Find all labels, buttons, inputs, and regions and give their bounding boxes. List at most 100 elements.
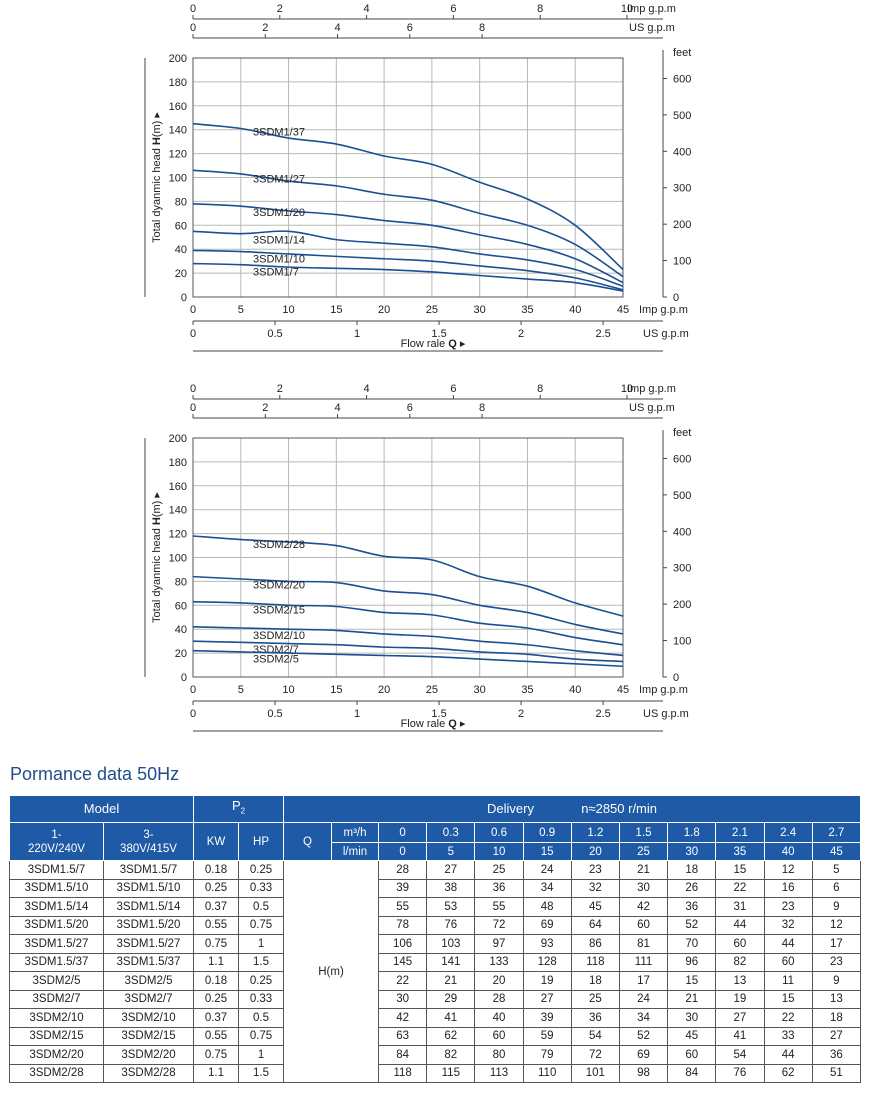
head-value: 98 xyxy=(618,1063,669,1083)
m3h-value: 1.2 xyxy=(570,822,620,843)
head-value: 72 xyxy=(570,1045,620,1065)
head-value: 5 xyxy=(811,860,862,880)
model-1ph: 3SDM2/10 xyxy=(9,1008,104,1028)
model-header: Model xyxy=(8,795,195,823)
head-value: 32 xyxy=(570,878,620,898)
head-value: 40 xyxy=(474,1008,524,1028)
hp-value: 0.75 xyxy=(238,915,285,935)
head-value: 60 xyxy=(618,915,669,935)
y-axis-label: Total dyanmic head H(m) ▸ xyxy=(151,112,163,243)
series-label: 3SDM1/10 xyxy=(253,253,305,265)
head-value: 113 xyxy=(474,1063,524,1083)
model-3ph: 3SDM2/20 xyxy=(102,1045,195,1065)
head-value: 13 xyxy=(715,971,765,991)
head-value: 79 xyxy=(522,1045,572,1065)
feet-tick-label: 100 xyxy=(673,636,691,648)
hp-value: 1.5 xyxy=(238,952,285,972)
hp-value: 0.5 xyxy=(238,897,285,917)
x-tick-label: 15 xyxy=(330,304,342,316)
feet-axis-label: feet xyxy=(673,427,691,439)
head-value: 84 xyxy=(378,1045,428,1065)
head-value: 133 xyxy=(474,952,524,972)
head-value: 29 xyxy=(426,989,476,1009)
lmin-value: 5 xyxy=(426,842,476,861)
head-value: 9 xyxy=(811,897,862,917)
imp-tick-label: 4 xyxy=(364,3,370,15)
imp-tick-label: 10 xyxy=(621,3,633,15)
head-value: 30 xyxy=(667,1008,717,1028)
series-label: 3SDM2/15 xyxy=(253,605,305,617)
head-value: 39 xyxy=(522,1008,572,1028)
feet-tick-label: 400 xyxy=(673,526,691,538)
feet-tick-label: 200 xyxy=(673,599,691,611)
y-tick-label: 0 xyxy=(181,292,187,304)
table-row: 3SDM1.5/7 3SDM1.5/7 0.18 0.25 H(m) 28 27 25 24 23… xyxy=(9,860,862,1083)
lmin-value: 0 xyxy=(378,842,428,861)
x-unit-label: Imp g.p.m xyxy=(639,684,688,696)
head-value: 27 xyxy=(811,1026,862,1046)
head-value: 27 xyxy=(715,1008,765,1028)
head-value: 15 xyxy=(715,860,765,880)
y-tick-label: 20 xyxy=(175,648,187,660)
series-line xyxy=(192,640,624,663)
model-3ph: 3SDM1.5/37 xyxy=(102,952,195,972)
feet-tick-label: 200 xyxy=(673,219,691,231)
table-row: 3SDM1.5/14 3SDM1.5/14 0.37 0.5 55 53 55 48 45 42 3… xyxy=(9,897,862,917)
y-tick-label: 40 xyxy=(175,244,187,256)
table-row: 3SDM1.5/37 3SDM1.5/37 1.1 1.5 145 141 133 128 11… xyxy=(9,952,862,972)
head-value: 24 xyxy=(522,860,572,880)
head-value: 97 xyxy=(474,934,524,954)
series-line xyxy=(192,575,624,635)
x-tick-label: 0 xyxy=(190,684,196,696)
model-3ph: 3SDM2/5 xyxy=(102,971,195,991)
feet-tick-label: 600 xyxy=(673,453,691,465)
head-value: 21 xyxy=(618,860,669,880)
head-value: 82 xyxy=(426,1045,476,1065)
model-3ph: 3SDM1.5/7 xyxy=(102,860,195,880)
series-line xyxy=(192,600,624,646)
series-line xyxy=(192,535,624,617)
kw-value: 0.18 xyxy=(193,971,240,991)
lmin-value: 20 xyxy=(570,842,620,861)
head-value: 6 xyxy=(811,878,862,898)
imp-axis-label: Imp g.p.m xyxy=(627,383,676,395)
us-top-tick-label: 8 xyxy=(479,402,485,414)
model-3ph: 3SDM1.5/14 xyxy=(102,897,195,917)
feet-tick-label: 300 xyxy=(673,563,691,575)
table-row: 3SDM2/7 3SDM2/7 0.25 0.33 30 29 28 27 25 24 21 19 15… xyxy=(9,989,862,1009)
x-axis-label: Flow rale Q ▸ xyxy=(401,338,466,350)
lmin-value: 25 xyxy=(618,842,669,861)
y-tick-label: 120 xyxy=(169,529,187,541)
head-value: 96 xyxy=(667,952,717,972)
hp-value: 1 xyxy=(238,1045,285,1065)
head-value: 19 xyxy=(522,971,572,991)
head-value: 118 xyxy=(378,1063,428,1083)
us-top-tick-label: 4 xyxy=(334,402,340,414)
feet-tick-label: 100 xyxy=(673,256,691,268)
kw-value: 0.25 xyxy=(193,989,240,1009)
feet-tick-label: 0 xyxy=(673,672,679,684)
head-value: 30 xyxy=(618,878,669,898)
y-tick-label: 180 xyxy=(169,457,187,469)
three-phase-header: 3- 380V/415V xyxy=(102,822,195,861)
head-value: 69 xyxy=(522,915,572,935)
x-tick-label: 30 xyxy=(474,304,486,316)
head-value: 76 xyxy=(426,915,476,935)
head-value: 24 xyxy=(618,989,669,1009)
y-axis-label: Total dyanmic head H(m) ▸ xyxy=(151,492,163,623)
head-value: 141 xyxy=(426,952,476,972)
model-1ph: 3SDM1.5/20 xyxy=(9,915,104,935)
series-line xyxy=(192,202,624,284)
head-value: 110 xyxy=(522,1063,572,1083)
head-value: 64 xyxy=(570,915,620,935)
series-label: 3SDM2/10 xyxy=(253,630,305,642)
imp-tick-label: 6 xyxy=(450,3,456,15)
head-value: 45 xyxy=(667,1026,717,1046)
head-value: 52 xyxy=(667,915,717,935)
hp-header: HP xyxy=(238,822,285,861)
lmin-value: 40 xyxy=(763,842,813,861)
table-row: 3SDM1.5/20 3SDM1.5/20 0.55 0.75 78 76 72 69 64 60… xyxy=(9,915,862,935)
m3h-header: m³/h xyxy=(331,822,380,843)
head-value: 53 xyxy=(426,897,476,917)
head-label: H(m) xyxy=(283,860,380,1083)
